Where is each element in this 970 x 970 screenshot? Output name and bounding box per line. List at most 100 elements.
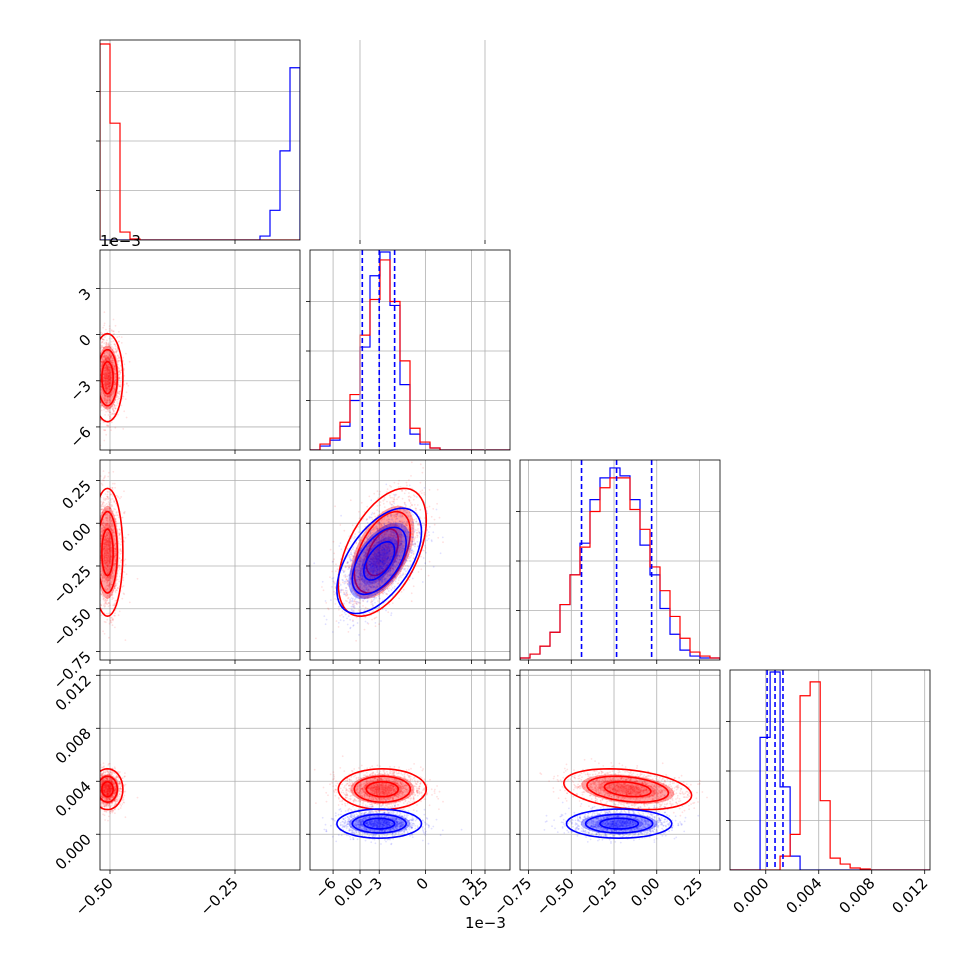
sample-point bbox=[547, 565, 549, 567]
sample-point bbox=[555, 381, 557, 383]
sample-point bbox=[550, 388, 552, 390]
sample-point bbox=[557, 379, 559, 381]
sample-point bbox=[552, 378, 554, 380]
sample-point bbox=[94, 351, 96, 353]
sample-point bbox=[556, 350, 558, 352]
sample-point bbox=[554, 615, 556, 617]
sample-point bbox=[556, 581, 558, 583]
sample-point bbox=[564, 379, 566, 381]
sample-point bbox=[548, 386, 550, 388]
sample-point bbox=[547, 383, 549, 385]
sample-point bbox=[571, 378, 573, 380]
sample-point bbox=[549, 557, 551, 559]
sample-point bbox=[120, 372, 122, 374]
sample-point bbox=[555, 590, 557, 592]
sample-point bbox=[558, 562, 560, 564]
sample-point bbox=[556, 564, 558, 566]
sample-point bbox=[562, 377, 564, 379]
sample-point bbox=[97, 540, 99, 542]
sample-point bbox=[563, 416, 565, 418]
sample-point bbox=[569, 392, 571, 394]
sample-point bbox=[545, 555, 547, 557]
sample-point bbox=[540, 397, 542, 399]
sample-point bbox=[556, 585, 558, 587]
sample-point bbox=[554, 362, 556, 364]
sample-point bbox=[554, 563, 556, 565]
sample-point bbox=[559, 367, 561, 369]
sample-point bbox=[564, 397, 566, 399]
sample-point bbox=[566, 574, 568, 576]
sample-point bbox=[561, 532, 563, 534]
sample-point bbox=[548, 416, 550, 418]
sample-point bbox=[552, 554, 554, 556]
sample-point bbox=[561, 392, 563, 394]
sample-point bbox=[98, 592, 100, 594]
sample-point bbox=[556, 359, 558, 361]
sample-point bbox=[557, 399, 559, 401]
sample-point bbox=[561, 374, 563, 376]
sample-point bbox=[558, 547, 560, 549]
sample-point bbox=[566, 518, 568, 520]
sample-point bbox=[566, 546, 568, 548]
sample-point bbox=[555, 398, 557, 400]
sample-point bbox=[557, 396, 559, 398]
sample-point bbox=[565, 391, 567, 393]
sample-point bbox=[92, 583, 94, 585]
sample-point bbox=[565, 516, 567, 518]
sample-point bbox=[556, 392, 558, 394]
sample-point bbox=[565, 355, 567, 357]
sample-point bbox=[97, 574, 99, 576]
sample-point bbox=[550, 542, 552, 544]
sample-point bbox=[554, 408, 556, 410]
sample-point bbox=[96, 526, 98, 528]
sample-point bbox=[564, 384, 566, 386]
sample-point bbox=[558, 378, 560, 380]
sample-point bbox=[568, 618, 570, 620]
sample-point bbox=[129, 602, 131, 604]
sample-point bbox=[547, 381, 549, 383]
sample-point bbox=[563, 405, 565, 407]
sample-point bbox=[98, 383, 100, 385]
sample-point bbox=[562, 570, 564, 572]
sample-point bbox=[559, 362, 561, 364]
sample-point bbox=[564, 405, 566, 407]
sample-point bbox=[548, 371, 550, 373]
sample-point bbox=[548, 371, 550, 373]
sample-point bbox=[553, 523, 555, 525]
sample-point bbox=[559, 395, 561, 397]
sample-point bbox=[551, 392, 553, 394]
sample-point bbox=[96, 566, 98, 568]
sample-point bbox=[91, 428, 93, 430]
sample-point bbox=[551, 377, 553, 379]
sample-point bbox=[547, 378, 549, 380]
sample-point bbox=[96, 542, 98, 544]
sample-point bbox=[560, 384, 562, 386]
sample-point bbox=[554, 368, 556, 370]
sample-point bbox=[554, 389, 556, 391]
sample-point bbox=[563, 562, 565, 564]
sample-point bbox=[559, 378, 561, 380]
sample-point bbox=[118, 533, 120, 535]
sample-point bbox=[568, 510, 570, 512]
sample-point bbox=[563, 388, 565, 390]
sample-point bbox=[547, 564, 549, 566]
sample-point bbox=[553, 582, 555, 584]
sample-point bbox=[550, 356, 552, 358]
sample-point bbox=[553, 372, 555, 374]
sample-point bbox=[550, 572, 552, 574]
sample-point bbox=[564, 596, 566, 598]
sample-point bbox=[561, 568, 563, 570]
sample-point bbox=[558, 388, 560, 390]
sample-point bbox=[563, 373, 565, 375]
sample-point bbox=[558, 397, 560, 399]
sample-point bbox=[566, 374, 568, 376]
sample-point bbox=[557, 366, 559, 368]
sample-point bbox=[562, 544, 564, 546]
sample-point bbox=[551, 373, 553, 375]
sample-point bbox=[105, 342, 107, 344]
sample-point bbox=[565, 369, 567, 371]
sample-point bbox=[559, 549, 561, 551]
sample-point bbox=[97, 595, 99, 597]
sample-point bbox=[558, 350, 560, 352]
sample-point bbox=[104, 311, 106, 313]
